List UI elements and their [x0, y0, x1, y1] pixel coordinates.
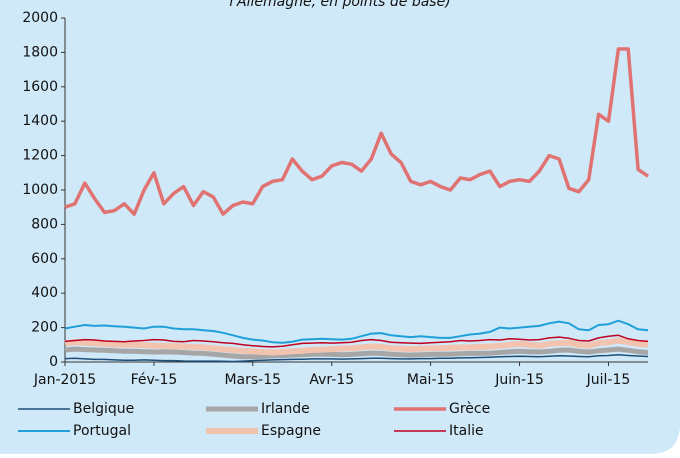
x-tick-label: Mai-15	[407, 372, 454, 388]
y-tick-label: 1400	[22, 113, 58, 129]
legend-label: Espagne	[261, 423, 321, 439]
y-tick-label: 1600	[22, 79, 58, 95]
series-line	[64, 47, 649, 216]
series-line	[64, 337, 649, 356]
x-tick-label: Fév-15	[131, 372, 178, 388]
series-line	[64, 334, 649, 348]
x-tick-label: Juil-15	[586, 372, 631, 388]
series-line	[64, 346, 649, 360]
x-tick-label: Avr-15	[309, 372, 354, 388]
x-tick-label: Jan-2015	[33, 372, 96, 388]
y-tick-label: 1800	[22, 44, 58, 60]
legend-label: Portugal	[73, 423, 131, 439]
y-tick-label: 600	[31, 251, 58, 267]
y-tick-label: 400	[31, 285, 58, 301]
y-tick-label: 1000	[22, 182, 58, 198]
y-tick-label: 0	[49, 354, 58, 370]
legend-label: Irlande	[261, 401, 310, 417]
y-tick-label: 2000	[22, 10, 58, 26]
legend-label: Grèce	[449, 401, 490, 417]
y-tick-label: 200	[31, 320, 58, 336]
series-line	[64, 319, 649, 344]
y-tick-label: 800	[31, 216, 58, 232]
x-tick-label: Juin-15	[494, 372, 544, 388]
series-line	[64, 354, 649, 363]
y-tick-label: 1200	[22, 148, 58, 164]
legend-label: Belgique	[73, 401, 134, 417]
chart-subtitle: l'Allemagne, en points de base)	[229, 0, 450, 10]
x-tick-label: Mars-15	[224, 372, 281, 388]
legend-label: Italie	[449, 423, 484, 439]
